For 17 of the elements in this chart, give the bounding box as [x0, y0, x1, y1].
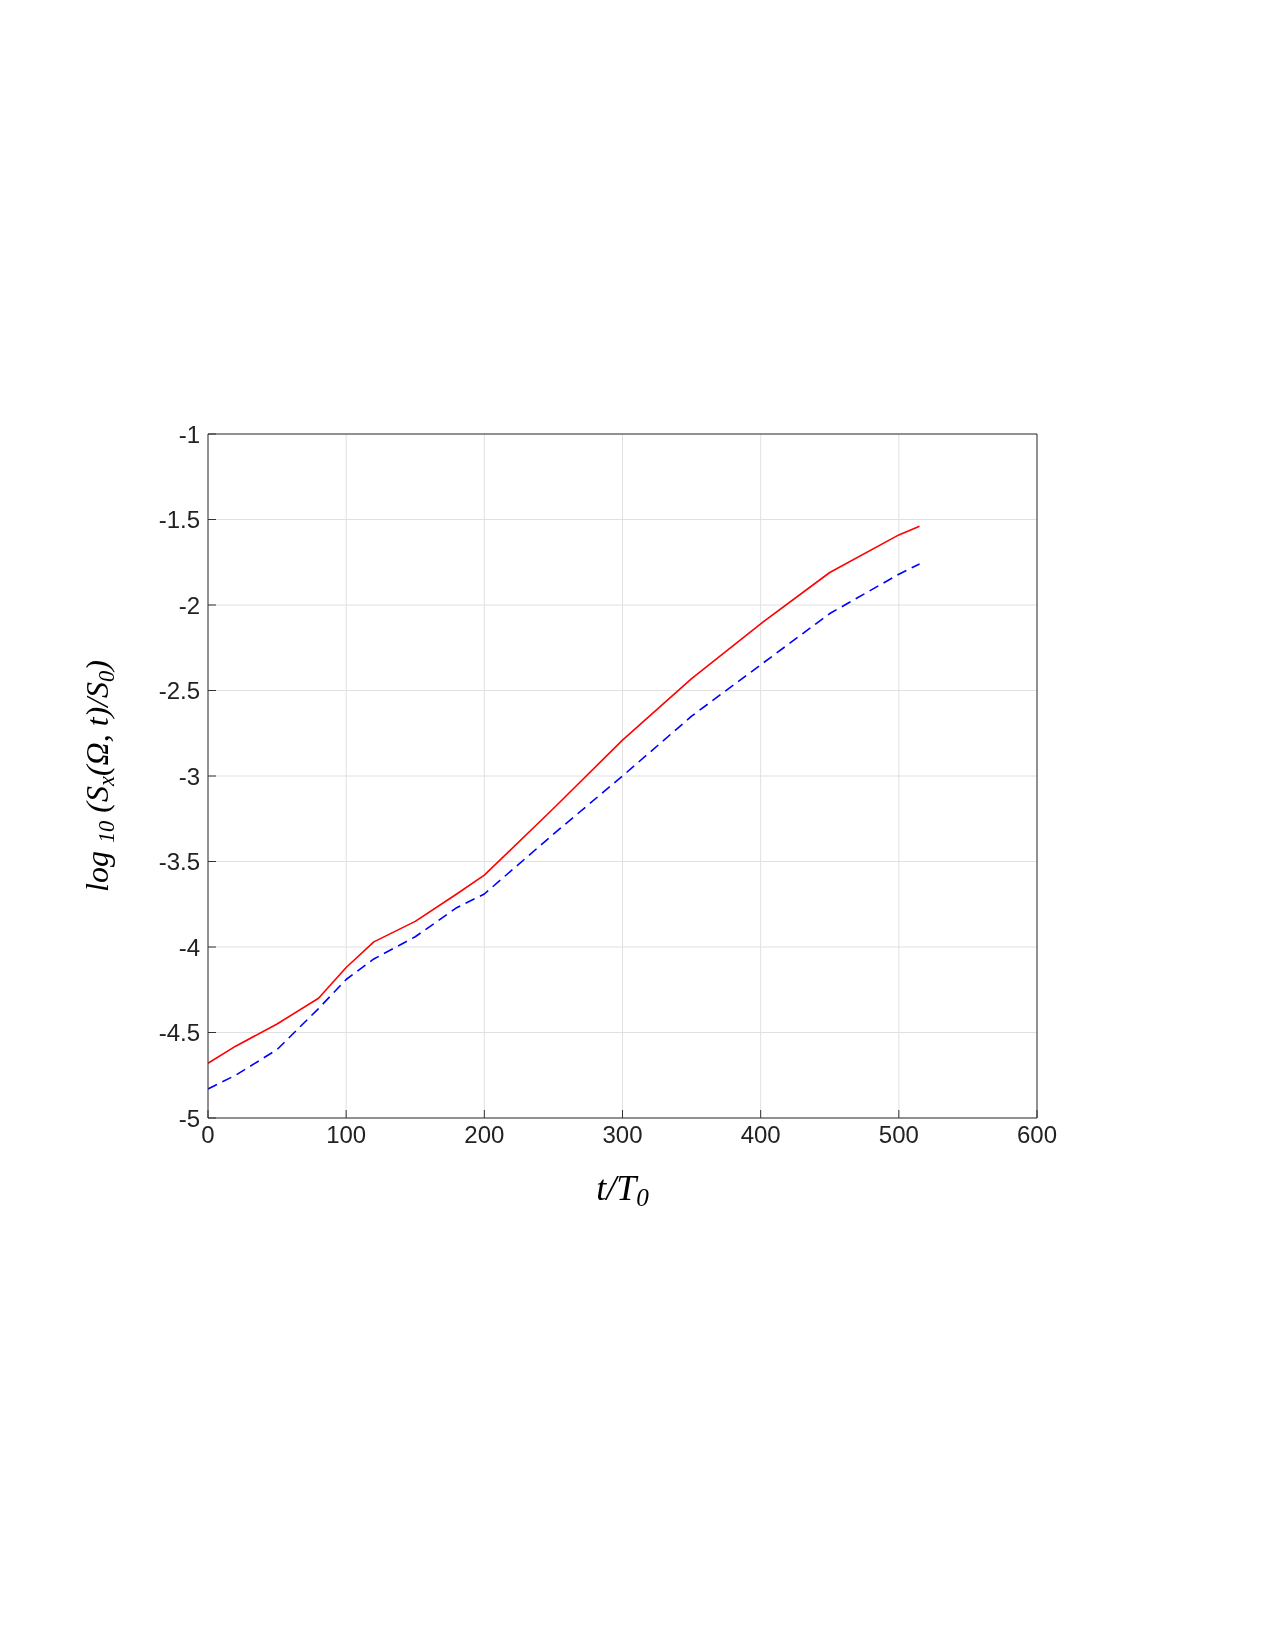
- y-tick-label: -1: [178, 420, 200, 448]
- x-tick-label: 0: [201, 1121, 215, 1149]
- x-axis-title: t/T$_{0}$: [596, 1168, 650, 1212]
- y-tick-label: -3.5: [158, 848, 200, 876]
- y-tick-label: -2.5: [158, 677, 200, 705]
- x-tick-label: 400: [740, 1121, 781, 1149]
- x-tick-label: 600: [1016, 1121, 1058, 1149]
- y-tick-label: -2: [178, 591, 200, 619]
- x-tick-label: 500: [878, 1121, 919, 1149]
- y-tick-label: -1.5: [158, 506, 200, 534]
- x-tick-label: 200: [464, 1121, 505, 1149]
- x-tick-label: 300: [602, 1121, 643, 1149]
- y-tick-label: -4: [178, 933, 200, 961]
- y-tick-label: -3: [178, 762, 200, 790]
- y-tick-label: -5: [178, 1104, 200, 1132]
- y-tick-label: -4.5: [158, 1019, 200, 1047]
- x-tick-label: 100: [326, 1121, 367, 1149]
